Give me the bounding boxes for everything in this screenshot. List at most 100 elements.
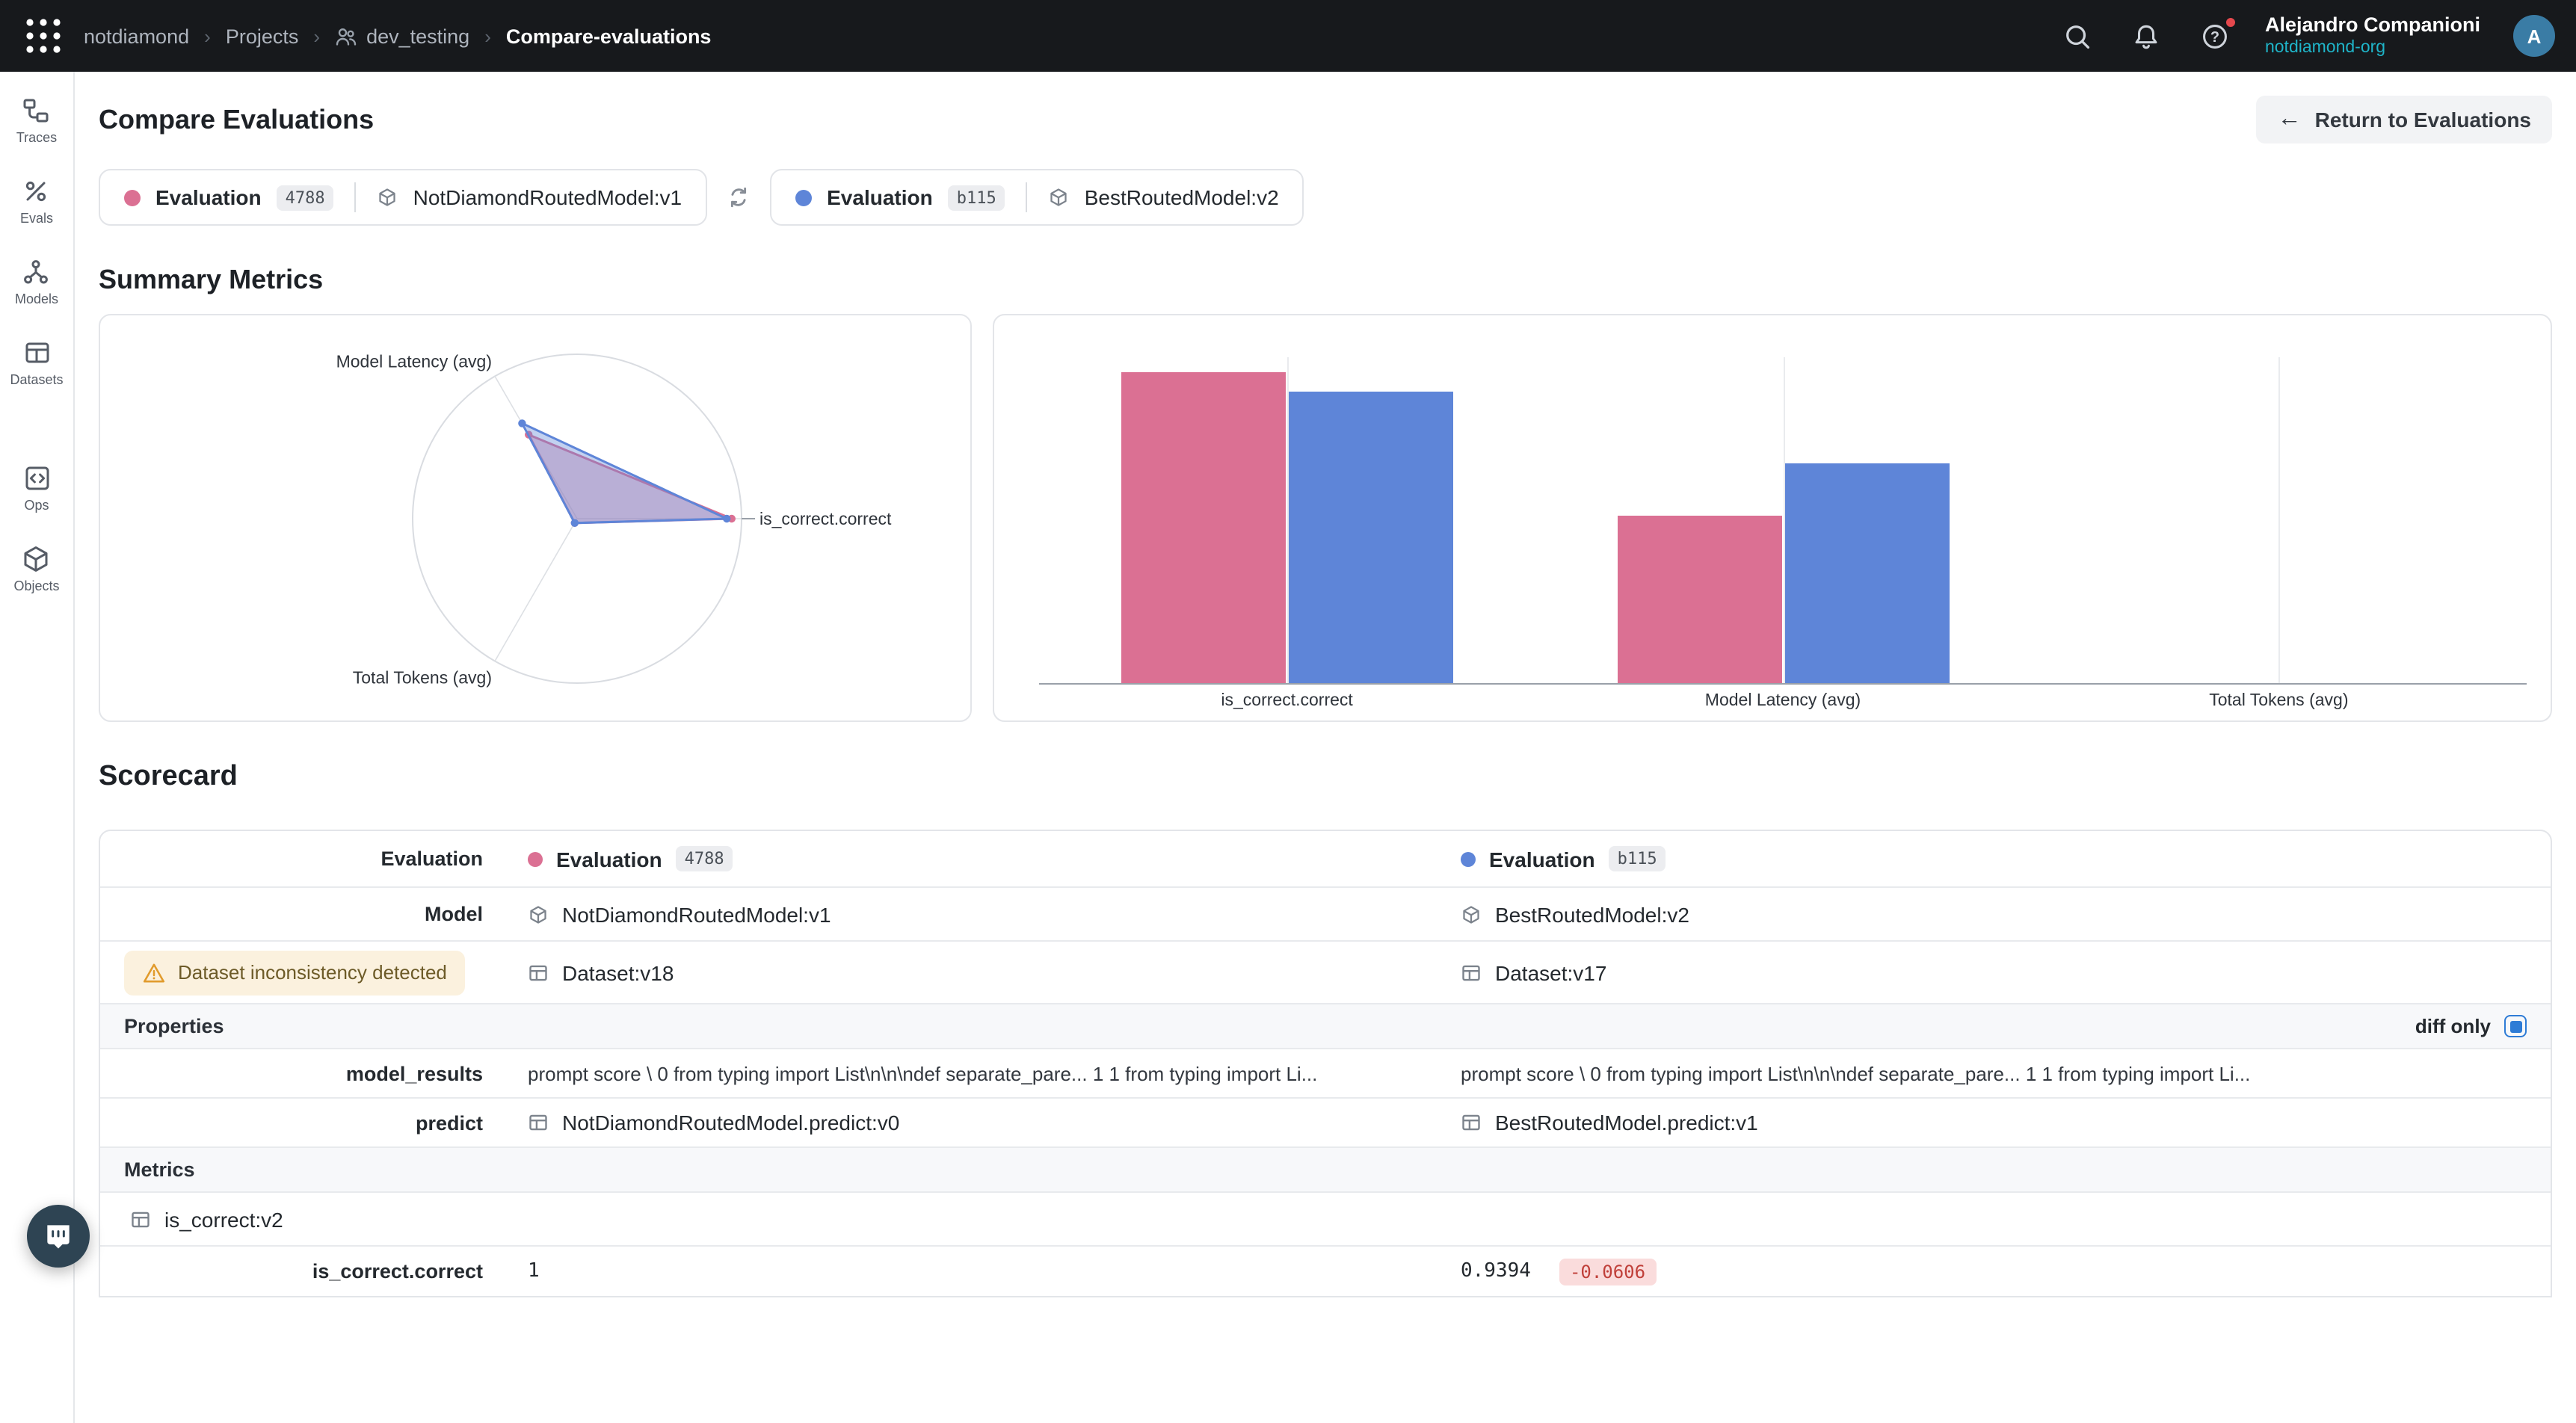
metric-value: 1 — [528, 1260, 540, 1282]
summary-charts: Model Latency (avg) is_correct.correct Tot… — [75, 314, 2576, 722]
breadcrumb: notdiamond › Projects › dev_testing › Co… — [84, 25, 711, 47]
radar-chart: Model Latency (avg) is_correct.correct Tot… — [336, 351, 892, 687]
radar-series-polygon — [519, 421, 727, 525]
dataset-icon — [529, 964, 547, 981]
breadcrumb-projects[interactable]: Projects — [225, 25, 299, 47]
radar-axis-label: Model Latency (avg) — [336, 351, 492, 371]
evaluation-version-badge: b115 — [1608, 846, 1666, 871]
sidebar-item-models[interactable]: Models — [15, 257, 58, 306]
search-button[interactable] — [2053, 10, 2104, 61]
breadcrumb-team-label: dev_testing — [366, 25, 470, 47]
breadcrumb-separator: › — [313, 25, 321, 47]
model-icon — [1463, 905, 1479, 923]
bar-Evaluation-4788 — [1617, 515, 1781, 683]
datasets-icon — [25, 342, 49, 363]
arrow-left-icon: ← — [2277, 106, 2302, 132]
evaluation-link[interactable]: Evaluation — [556, 847, 662, 871]
scorer-icon — [132, 1211, 150, 1227]
dots-logo-icon — [26, 19, 61, 53]
scorecard-title: Scorecard — [99, 761, 238, 792]
bell-icon — [2136, 24, 2158, 49]
divider — [354, 182, 357, 212]
app-logo[interactable] — [21, 13, 66, 58]
op-icon — [1462, 1114, 1480, 1131]
help-button[interactable]: ? — [2190, 10, 2241, 61]
predict-op-link[interactable]: NotDiamondRoutedModel.predict:v0 — [562, 1111, 900, 1135]
radar-chart-panel: Model Latency (avg) is_correct.correct Tot… — [99, 314, 972, 722]
evaluation-pill-2[interactable]: Evaluation b115 BestRoutedModel:v2 — [770, 169, 1304, 226]
evaluation-label: Evaluation — [827, 185, 933, 209]
team-people-icon — [336, 28, 357, 45]
sidebar-item-evals[interactable]: Evals — [20, 176, 53, 226]
table-row-dataset: Dataset inconsistency detected Dataset:v… — [100, 940, 2551, 1003]
scorer-link[interactable]: is_correct:v2 — [164, 1207, 283, 1231]
sidebar-item-objects[interactable]: Objects — [13, 544, 60, 593]
evaluation-color-dot — [1461, 851, 1476, 866]
user-org: notdiamond-org — [2264, 39, 2386, 58]
gridline — [1783, 357, 1784, 683]
sidebar-item-label: Objects — [13, 578, 60, 593]
metric-value: 0.9394 — [1461, 1260, 1531, 1282]
x-axis-line — [1039, 683, 2527, 685]
bar-Evaluation-b115 — [1784, 463, 1949, 683]
ops-icon — [25, 466, 49, 490]
model-icon — [530, 905, 546, 923]
evaluation-color-dot — [124, 189, 141, 206]
model-link[interactable]: NotDiamondRoutedModel:v1 — [562, 902, 831, 926]
dataset-icon — [1462, 964, 1480, 981]
breadcrumb-org[interactable]: notdiamond — [84, 25, 190, 47]
metrics-section-header: Metrics — [100, 1146, 2551, 1191]
table-row-is-correct: is_correct.correct 1 0.9394 -0.0606 — [100, 1245, 2551, 1296]
radar-series-marker — [518, 419, 526, 427]
breadcrumb-page: Compare-evaluations — [505, 25, 712, 47]
swap-icon — [731, 187, 747, 208]
scorecard-table: Evaluation Evaluation 4788 Evaluation b1… — [99, 830, 2552, 1297]
model-link[interactable]: BestRoutedModel:v2 — [1495, 902, 1689, 926]
avatar[interactable]: A — [2513, 15, 2555, 57]
sidebar-item-datasets[interactable]: Datasets — [10, 338, 64, 387]
table-row-evaluation: Evaluation Evaluation 4788 Evaluation b1… — [100, 831, 2551, 886]
radar-series-marker — [723, 514, 731, 523]
sidebar-item-label: Evals — [19, 211, 53, 226]
bar-Evaluation-4788 — [1121, 372, 1286, 683]
evaluation-color-dot — [795, 189, 813, 206]
bar-Evaluation-b115 — [1288, 392, 1453, 683]
evaluation-link[interactable]: Evaluation — [1489, 847, 1595, 871]
breadcrumb-team[interactable]: dev_testing — [335, 25, 469, 47]
table-row-metric-group: is_correct:v2 — [100, 1191, 2551, 1245]
gridline — [1287, 357, 1289, 683]
summary-metrics-title: Summary Metrics — [99, 265, 324, 294]
predict-op-link[interactable]: BestRoutedModel.predict:v1 — [1495, 1111, 1758, 1135]
return-to-evaluations-button[interactable]: ← Return to Evaluations — [2256, 96, 2552, 143]
properties-header-label: Properties — [124, 1015, 224, 1037]
evaluation-version-badge: b115 — [947, 185, 1005, 210]
bar-x-label: Total Tokens (avg) — [2209, 692, 2349, 710]
model-results-value: prompt score \ 0 from typing import List… — [528, 1062, 1318, 1084]
swap-evaluations-button[interactable] — [725, 184, 752, 211]
chat-launcher-button[interactable] — [27, 1205, 90, 1268]
radar-axis-label: is_correct.correct — [759, 509, 892, 528]
sidebar-item-label: Ops — [24, 498, 49, 513]
warning-text: Dataset inconsistency detected — [178, 961, 447, 984]
evaluation-label: Evaluation — [155, 185, 262, 209]
breadcrumb-separator: › — [484, 25, 491, 47]
dataset-link[interactable]: Dataset:v17 — [1495, 960, 1607, 984]
evaluation-selector-row: Evaluation 4788 NotDiamondRoutedModel:v1… — [75, 143, 2576, 226]
sidebar-item-ops[interactable]: Ops — [22, 463, 52, 513]
bar-chart: is_correct.correct Model Latency (avg) Tot… — [994, 315, 2551, 720]
dataset-link[interactable]: Dataset:v18 — [562, 960, 674, 984]
radar-series-marker — [570, 519, 579, 527]
evaluation-pill-1[interactable]: Evaluation 4788 NotDiamondRoutedModel:v1 — [99, 169, 708, 226]
model-results-value: prompt score \ 0 from typing import List… — [1461, 1062, 2251, 1084]
row-label: is_correct.correct — [312, 1260, 483, 1282]
user-menu[interactable]: Alejandro Companioni notdiamond-org — [2265, 12, 2480, 61]
sidebar-item-label: Models — [14, 291, 58, 306]
notifications-button[interactable] — [2121, 10, 2172, 61]
help-icon: ? — [2204, 24, 2228, 48]
evaluation-version-badge: 4788 — [276, 185, 334, 210]
chat-icon — [47, 1225, 70, 1249]
diff-only-toggle[interactable] — [2504, 1015, 2527, 1037]
gridline — [2278, 357, 2281, 683]
sidebar-item-traces[interactable]: Traces — [16, 96, 57, 145]
table-row-model: Model NotDiamondRoutedModel:v1 BestRoute… — [100, 886, 2551, 940]
